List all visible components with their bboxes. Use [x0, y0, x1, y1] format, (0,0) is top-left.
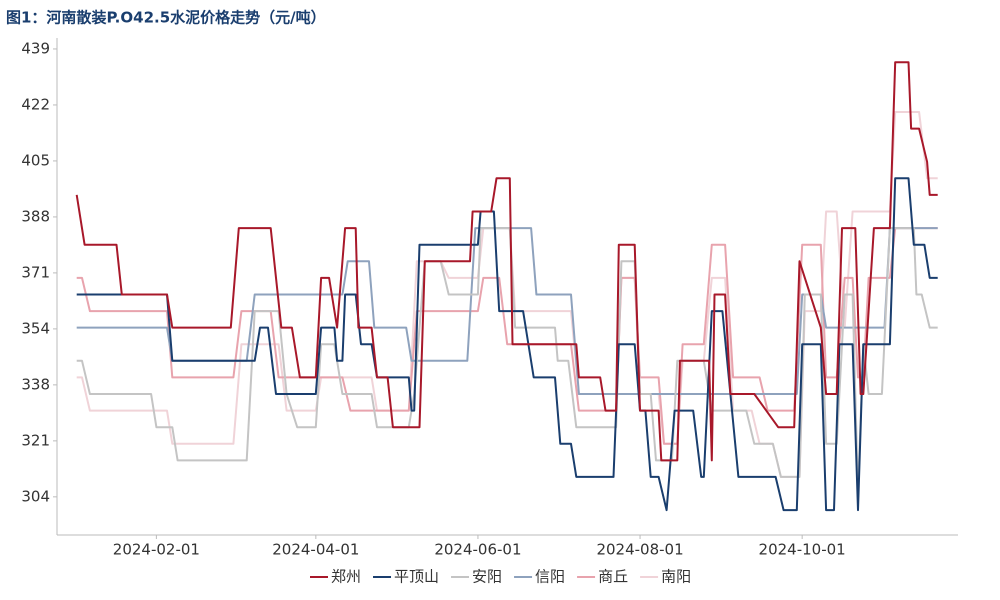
legend-label: 信阳 [535, 568, 565, 586]
legend-label: 商丘 [598, 568, 628, 586]
legend-label: 郑州 [331, 568, 361, 586]
chart-title: 图1：河南散装P.O42.5水泥价格走势（元/吨） [6, 9, 326, 27]
x-tick-label: 2024-02-01 [113, 541, 200, 559]
legend-label: 安阳 [472, 568, 502, 586]
y-tick-label: 388 [21, 207, 50, 225]
y-tick-label: 371 [21, 263, 50, 281]
series-line [76, 227, 938, 445]
series-line [76, 177, 938, 512]
x-tick-label: 2024-08-01 [596, 541, 683, 559]
y-tick-label: 354 [21, 319, 50, 337]
legend-label: 南阳 [661, 568, 691, 586]
series-line [76, 227, 938, 495]
y-tick-label: 439 [21, 39, 50, 57]
y-tick-label: 405 [21, 151, 50, 169]
y-tick-label: 321 [21, 431, 50, 449]
y-tick-label: 304 [21, 487, 50, 505]
series-line [75, 61, 938, 462]
x-tick-label: 2024-10-01 [759, 541, 846, 559]
y-tick-label: 338 [21, 375, 50, 393]
x-tick-label: 2024-06-01 [434, 541, 521, 559]
x-tick-label: 2024-04-01 [272, 541, 359, 559]
legend-label: 平顶山 [394, 568, 439, 586]
y-tick-label: 422 [21, 95, 50, 113]
